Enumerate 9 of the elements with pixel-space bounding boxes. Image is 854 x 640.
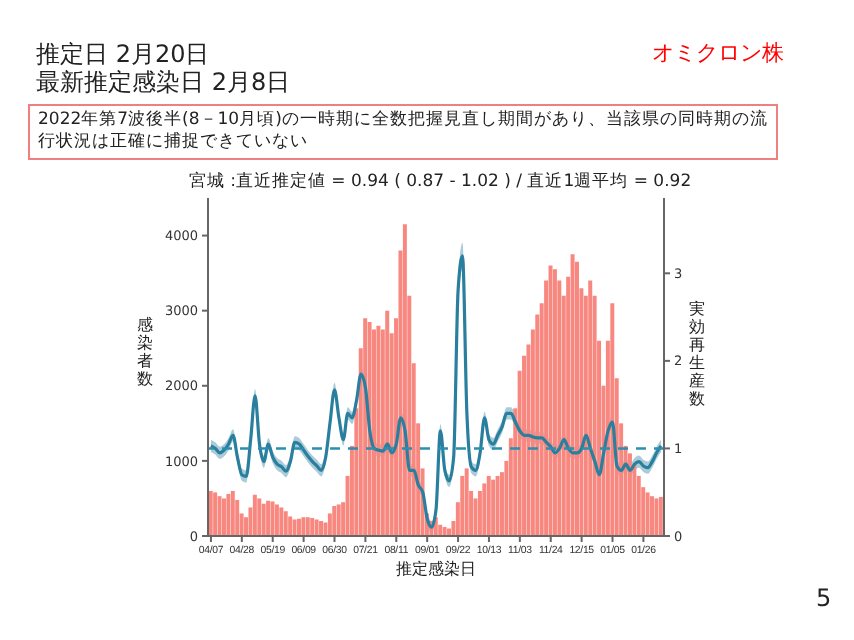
text: 宮城 :直近推定値 = 0.94 ( 0.87 - 1.02 ) / 直近1週平均 = 0.92 xyxy=(186,170,694,194)
x-axis-title: 推定感染日 xyxy=(394,558,478,580)
chart-subtitle: 最新推定感染日 2月8日 xyxy=(36,66,291,100)
y2-axis-title: 実効再生産数 xyxy=(688,300,706,408)
text: 5 xyxy=(816,584,832,612)
y-axis-title: 感染者数 xyxy=(136,316,154,388)
text: オミクロン株 xyxy=(652,38,784,68)
text: 2022年第7波後半(8－10月頃)の一時期に全数把握見直し期間があり、当該県の同時期の流行状況は正確に捕捉できていない xyxy=(28,104,778,160)
chart-title: 推定日 2月20日 xyxy=(36,38,210,70)
